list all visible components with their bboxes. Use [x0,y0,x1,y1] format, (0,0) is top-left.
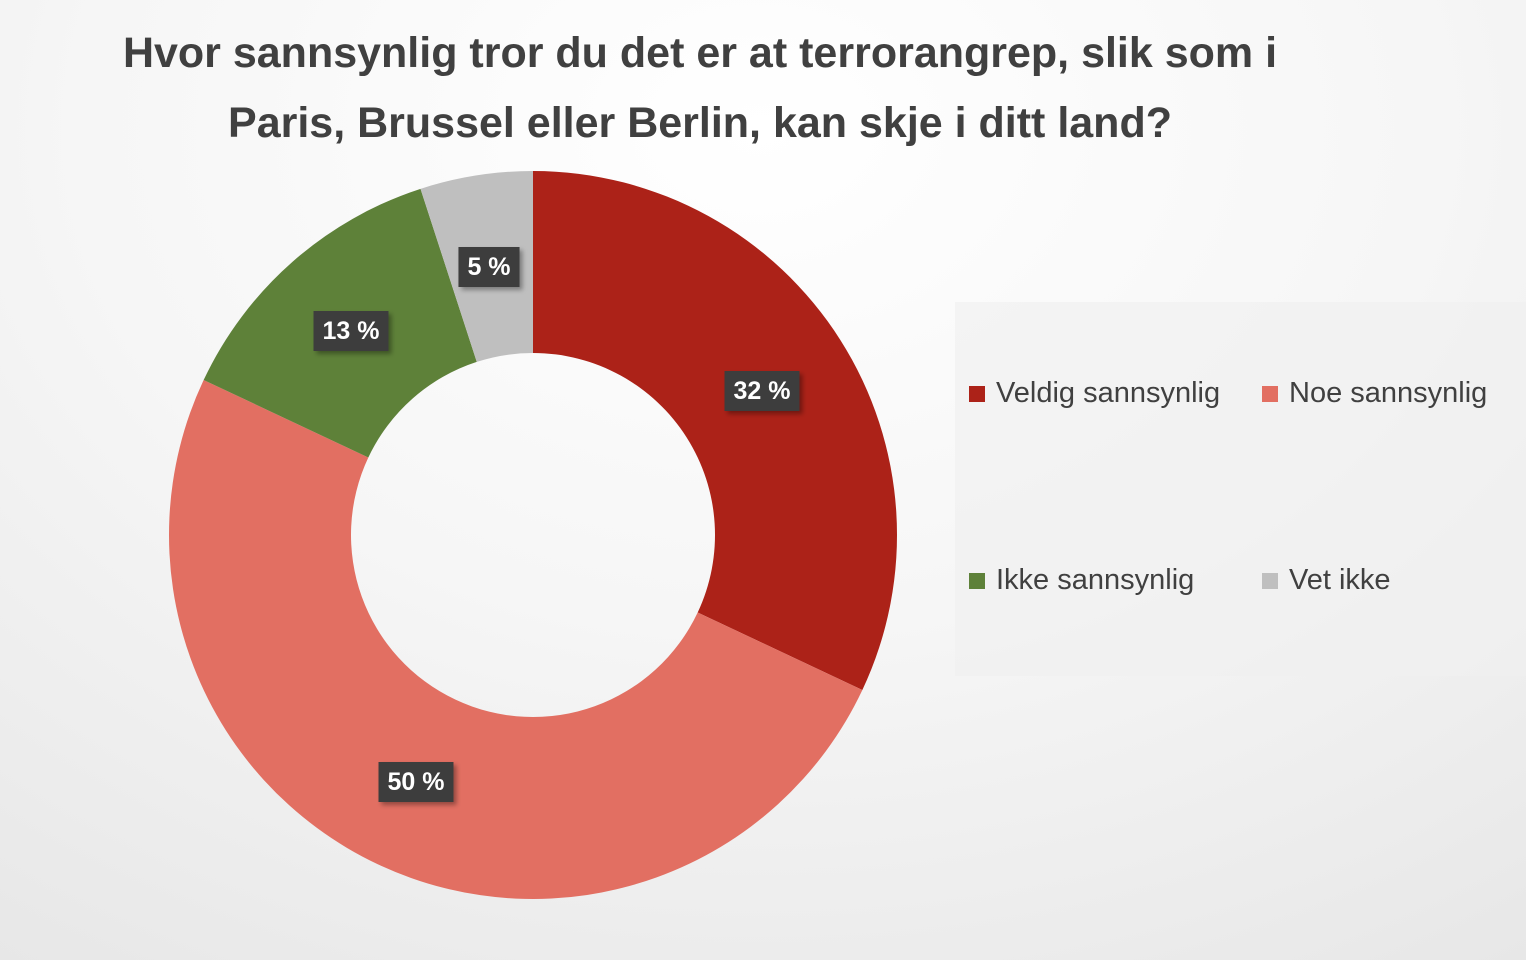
legend-swatch-vet-ikke [1262,572,1278,589]
chart-legend: Veldig sannsynlig Noe sannsynlig Ikke sa… [955,302,1526,676]
data-label-noe-sannsynlig: 50 % [378,762,454,802]
legend-item-vet-ikke: Vet ikke [1262,564,1391,597]
data-label-box [724,371,800,411]
legend-swatch-noe-sannsynlig [1262,385,1278,402]
chart-title-line-1: Hvor sannsynlig tror du det er at terror… [122,29,1278,77]
legend-label-noe-sannsynlig: Noe sannsynlig [1289,377,1488,409]
data-label-text: 50 % [388,768,445,796]
data-label-ikke-sannsynlig: 13 % [313,311,389,351]
data-label-text: 32 % [734,377,791,405]
legend-item-veldig-sannsynlig: Veldig sannsynlig [969,377,1220,410]
legend-swatch-ikke-sannsynlig [969,572,985,589]
data-label-box [458,247,520,287]
data-label-text: 5 % [467,253,510,281]
chart-title-line-2: Paris, Brussel eller Berlin, kan skje i … [228,99,1172,147]
donut-slice-veldig-sannsynlig [533,171,898,690]
data-label-vet-ikke: 5 % [458,247,520,287]
legend-label-veldig-sannsynlig: Veldig sannsynlig [996,377,1221,409]
chart-title: Hvor sannsynlig tror du det er at terror… [0,18,1400,158]
legend-label-vet-ikke: Vet ikke [1289,564,1391,596]
legend-item-ikke-sannsynlig: Ikke sannsynlig [969,564,1194,597]
data-label-text: 13 % [323,317,380,345]
data-label-veldig-sannsynlig: 32 % [724,371,800,411]
data-label-box [313,311,389,351]
donut-slice-noe-sannsynlig [169,380,863,899]
legend-label-ikke-sannsynlig: Ikke sannsynlig [996,564,1195,596]
legend-swatch-veldig-sannsynlig [969,385,985,402]
data-label-box [378,762,454,802]
legend-item-noe-sannsynlig: Noe sannsynlig [1262,377,1487,410]
